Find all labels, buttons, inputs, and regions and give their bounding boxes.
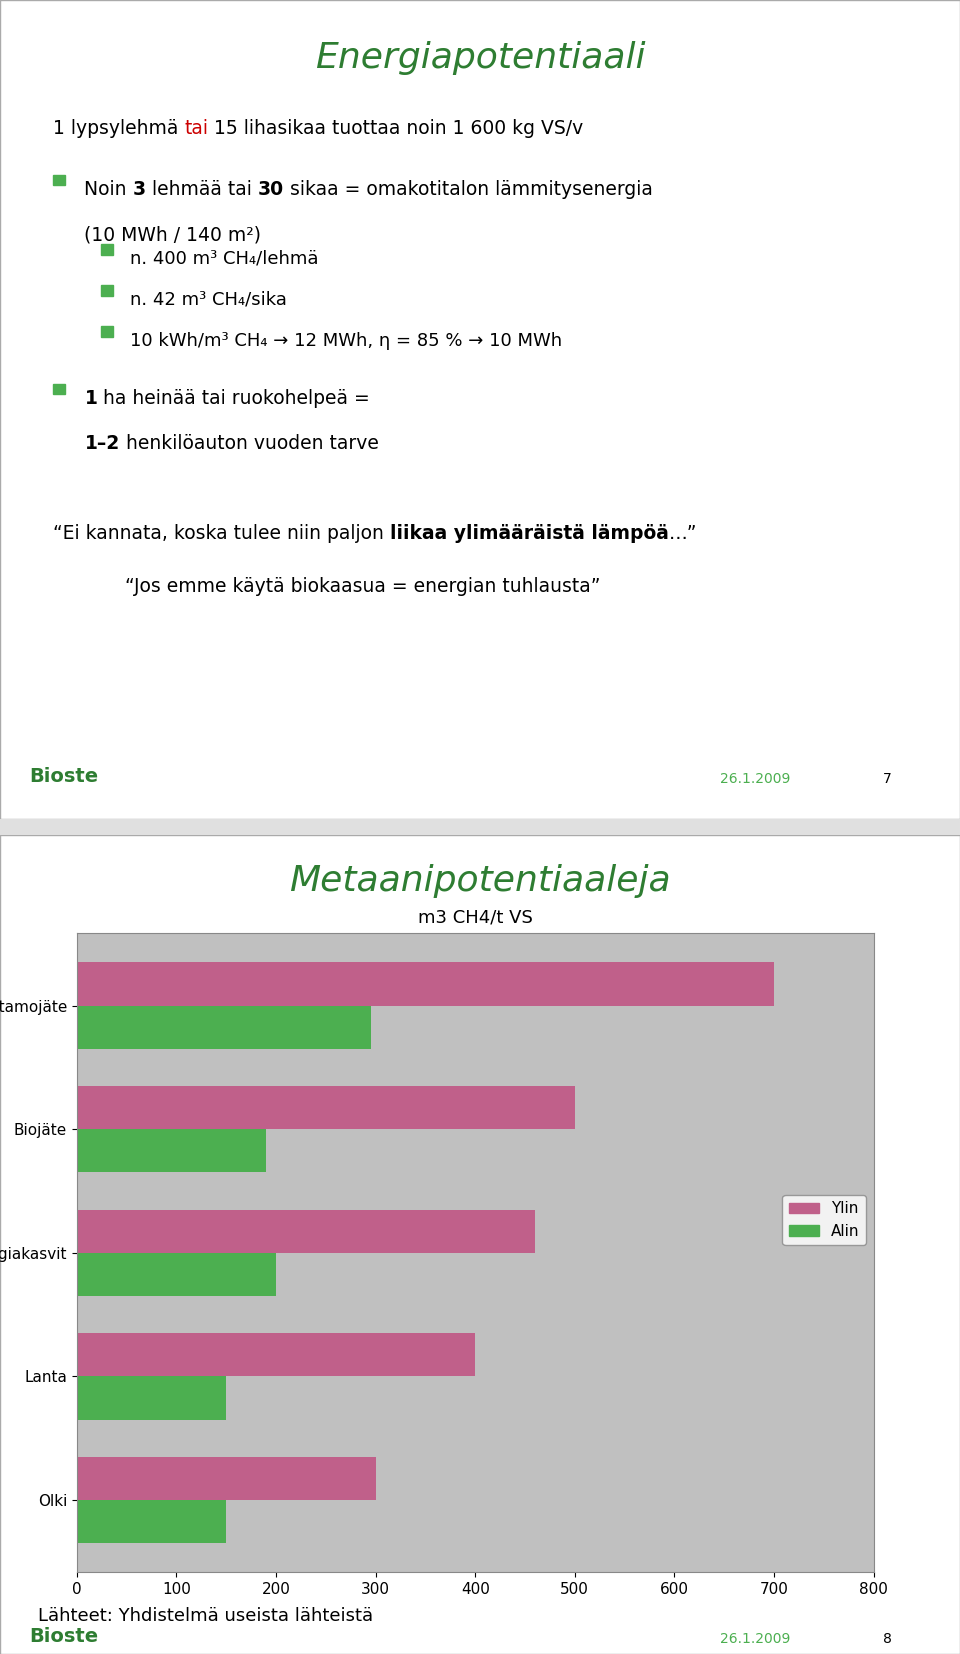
Text: Noin: Noin: [84, 180, 133, 198]
Text: Energiapotentiaali: Energiapotentiaali: [315, 41, 645, 74]
Text: (10 MWh / 140 m²): (10 MWh / 140 m²): [84, 225, 261, 245]
Text: 15 lihasikaa tuottaa noin 1 600 kg VS/v: 15 lihasikaa tuottaa noin 1 600 kg VS/v: [208, 119, 584, 137]
Text: Bioste: Bioste: [29, 767, 98, 786]
Bar: [53, 175, 65, 185]
Text: 1: 1: [84, 389, 97, 409]
Bar: [101, 286, 113, 296]
Text: 26.1.2009: 26.1.2009: [720, 1632, 790, 1646]
Text: sikaa = omakotitalon lämmitysenergia: sikaa = omakotitalon lämmitysenergia: [284, 180, 653, 198]
Text: henkilöauton vuoden tarve: henkilöauton vuoden tarve: [120, 433, 378, 453]
FancyBboxPatch shape: [0, 0, 960, 819]
Text: Metaanipotentiaaleja: Metaanipotentiaaleja: [289, 863, 671, 898]
Text: ha heinää tai ruokohelpeä =: ha heinää tai ruokohelpeä =: [97, 389, 371, 409]
Text: 1–2: 1–2: [84, 433, 120, 453]
Text: 30: 30: [258, 180, 284, 198]
FancyBboxPatch shape: [0, 835, 960, 1654]
Bar: [53, 384, 65, 394]
Text: …”: …”: [668, 524, 697, 543]
Text: n. 42 m³ CH₄/sika: n. 42 m³ CH₄/sika: [130, 291, 286, 309]
Bar: [101, 245, 113, 255]
Text: “Ei kannata, koska tulee niin paljon: “Ei kannata, koska tulee niin paljon: [53, 524, 390, 543]
Text: “Jos emme käytä biokaasua = energian tuhlausta”: “Jos emme käytä biokaasua = energian tuh…: [125, 577, 600, 595]
Text: Bioste: Bioste: [29, 1628, 98, 1646]
Text: lehmää tai: lehmää tai: [146, 180, 258, 198]
Text: n. 400 m³ CH₄/lehmä: n. 400 m³ CH₄/lehmä: [130, 250, 318, 268]
Text: liikaa ylimääräistä lämpöä: liikaa ylimääräistä lämpöä: [390, 524, 668, 543]
Text: 26.1.2009: 26.1.2009: [720, 772, 790, 786]
Text: tai: tai: [184, 119, 208, 137]
Text: 1 lypsylehmä: 1 lypsylehmä: [53, 119, 184, 137]
Text: 3: 3: [133, 180, 146, 198]
Text: 10 kWh/m³ CH₄ → 12 MWh, η = 85 % → 10 MWh: 10 kWh/m³ CH₄ → 12 MWh, η = 85 % → 10 MW…: [130, 331, 562, 349]
Bar: [101, 326, 113, 337]
Text: 8: 8: [883, 1632, 892, 1646]
Text: 7: 7: [883, 772, 892, 786]
Text: Lähteet: Yhdistelmä useista lähteistä: Lähteet: Yhdistelmä useista lähteistä: [38, 1608, 373, 1626]
